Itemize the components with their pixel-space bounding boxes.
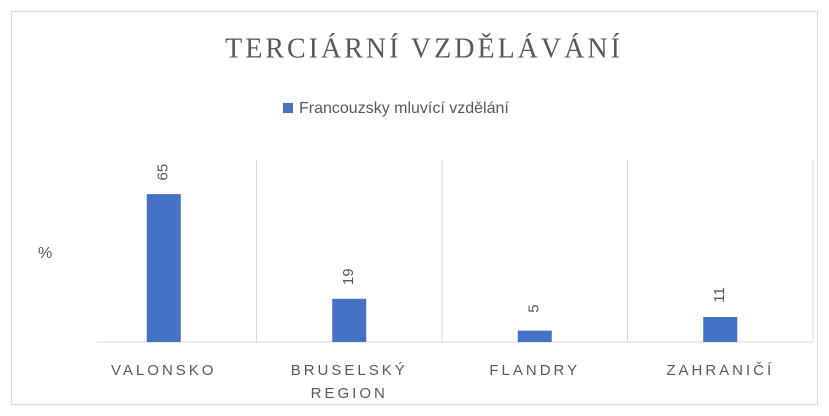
data-label: 11 <box>711 287 728 303</box>
chart-title: TERCIÁRNÍ VZDĚLÁVÁNÍ <box>225 33 623 64</box>
bar <box>703 316 738 342</box>
bar <box>332 298 367 342</box>
chart-frame <box>11 11 818 405</box>
x-tick-label: BRUSELSKÝ REGION <box>290 362 408 402</box>
x-tick-label: FLANDRY <box>489 362 581 379</box>
bar <box>517 330 552 342</box>
legend-label: Francouzsky mluvící vzdělání <box>299 100 509 117</box>
data-label: 19 <box>340 268 357 285</box>
data-label: 5 <box>526 304 543 312</box>
y-axis-label: % <box>38 245 52 262</box>
legend-swatch <box>283 103 293 113</box>
x-tick-label: VALONSKO <box>111 362 217 379</box>
bar <box>146 194 181 342</box>
data-label: 65 <box>155 164 172 181</box>
x-tick-label: ZAHRANIČÍ <box>666 362 775 379</box>
